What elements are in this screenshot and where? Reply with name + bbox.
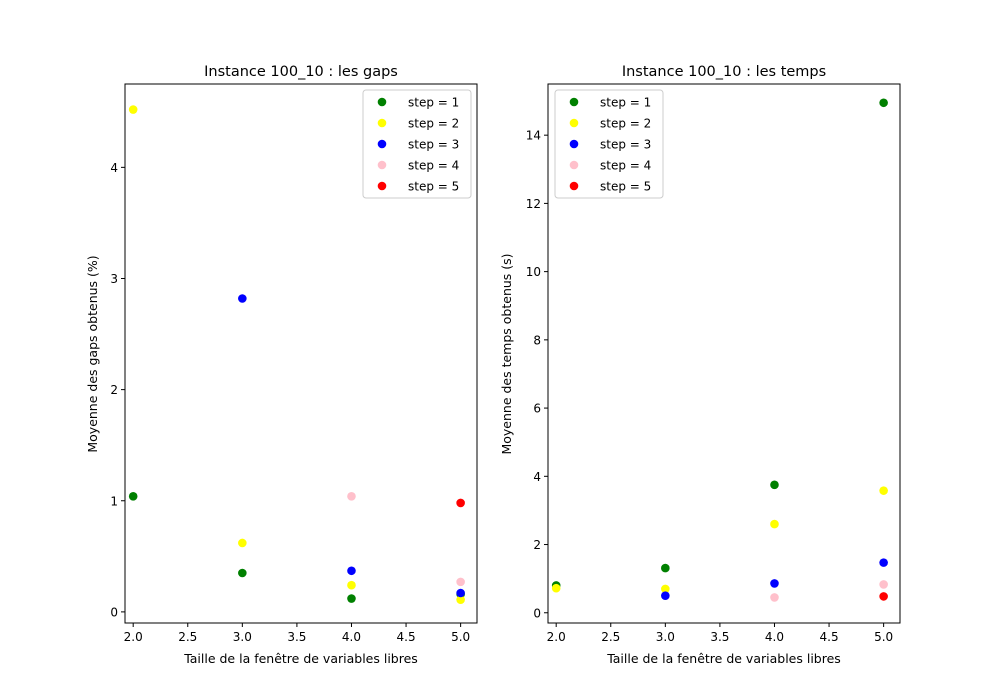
data-point-step-2 xyxy=(128,105,138,114)
legend: step = 1 step = 2 step = 3 step = 4 step = 5 xyxy=(554,89,664,199)
data-point-step-4 xyxy=(770,593,779,602)
data-point-step-4 xyxy=(456,577,465,587)
x-tick-label: 2.0 xyxy=(124,630,143,644)
legend-marker-step-4 xyxy=(569,160,579,170)
legend-box xyxy=(362,89,472,199)
legend-marker-step-4 xyxy=(377,160,387,170)
data-point-step-3 xyxy=(770,579,779,588)
marker-layer xyxy=(128,105,465,604)
legend-marker-step-3 xyxy=(569,139,579,149)
data-point-step-2 xyxy=(347,580,356,590)
x-tick-label: 2.0 xyxy=(547,630,566,644)
data-point-step-2 xyxy=(879,486,888,495)
y-tick-label: 4 xyxy=(110,161,118,175)
data-point-step-2 xyxy=(551,583,561,593)
x-tick-label: 4.5 xyxy=(397,630,416,644)
marker-layer xyxy=(551,98,888,602)
x-tick-label: 3.0 xyxy=(656,630,675,644)
data-point-step-3 xyxy=(879,558,888,567)
data-point-step-5 xyxy=(456,498,465,508)
data-point-step-1 xyxy=(238,568,247,578)
chart-title: Instance 100_10 : les gaps xyxy=(204,64,398,80)
y-tick-label: 10 xyxy=(526,265,541,279)
data-point-step-1 xyxy=(347,594,356,603)
legend-box xyxy=(554,89,664,199)
legend-label-step-2: step = 2 xyxy=(600,117,651,131)
data-point-step-1 xyxy=(879,98,888,108)
x-axis-label: Taille de la fenêtre de variables libres xyxy=(183,651,418,666)
data-point-step-3 xyxy=(456,588,465,598)
y-tick-label: 2 xyxy=(110,383,118,397)
x-tick-label: 3.5 xyxy=(710,630,729,644)
legend-label-step-5: step = 5 xyxy=(600,180,651,194)
legend-label-step-4: step = 4 xyxy=(600,159,651,173)
y-axis-label: Moyenne des temps obtenus (s) xyxy=(499,253,514,454)
x-tick-label: 5.0 xyxy=(451,630,470,644)
data-point-step-2 xyxy=(770,519,779,529)
legend-label-step-1: step = 1 xyxy=(600,96,651,110)
legend-label-step-2: step = 2 xyxy=(408,117,459,131)
x-tick-label: 3.5 xyxy=(287,630,306,644)
y-tick-label: 2 xyxy=(533,538,541,552)
data-point-step-3 xyxy=(238,294,247,303)
legend-marker-step-1 xyxy=(569,97,579,107)
x-axis-label: Taille de la fenêtre de variables libres xyxy=(606,651,841,666)
data-point-step-3 xyxy=(347,566,356,576)
tick-layer: 2.0 2.5 3.0 3.5 4.0 4.5 5.0 0 2 4 6 8 10 12 14 xyxy=(526,129,893,644)
data-point-step-3 xyxy=(661,591,670,601)
x-tick-label: 4.5 xyxy=(820,630,839,644)
legend-label-step-5: step = 5 xyxy=(408,180,459,194)
y-tick-label: 3 xyxy=(110,272,118,286)
legend-marker-step-5 xyxy=(377,181,387,191)
plot-frame xyxy=(124,83,478,624)
y-tick-label: 12 xyxy=(526,197,541,211)
x-tick-label: 5.0 xyxy=(874,630,893,644)
y-tick-label: 14 xyxy=(526,129,541,143)
data-point-step-1 xyxy=(128,492,138,501)
legend: step = 1 step = 2 step = 3 step = 4 step = 5 xyxy=(362,89,472,199)
legend-label-step-3: step = 3 xyxy=(600,138,651,152)
x-tick-label: 4.0 xyxy=(765,630,784,644)
data-point-step-2 xyxy=(238,538,247,548)
chart-gaps: Instance 100_10 : les gaps Taille de la … xyxy=(85,64,478,666)
x-tick-label: 4.0 xyxy=(342,630,361,644)
data-point-step-1 xyxy=(661,563,670,573)
y-tick-label: 0 xyxy=(533,606,541,620)
data-point-step-2 xyxy=(661,584,670,594)
legend-label-step-3: step = 3 xyxy=(408,138,459,152)
x-tick-label: 2.5 xyxy=(178,630,197,644)
legend-marker-step-2 xyxy=(377,118,387,128)
tick-layer: 2.0 2.5 3.0 3.5 4.0 4.5 5.0 0 1 2 3 4 xyxy=(110,161,470,644)
y-tick-label: 4 xyxy=(533,470,541,484)
data-point-step-4 xyxy=(347,492,356,501)
x-tick-label: 2.5 xyxy=(601,630,620,644)
chart-temps: Instance 100_10 : les temps Taille de la… xyxy=(499,64,901,666)
x-tick-label: 3.0 xyxy=(233,630,252,644)
legend-marker-step-2 xyxy=(569,118,579,128)
y-tick-label: 0 xyxy=(110,605,118,619)
legend-label-step-1: step = 1 xyxy=(408,96,459,110)
data-point-step-1 xyxy=(770,480,779,490)
y-tick-label: 1 xyxy=(110,494,118,508)
chart-title: Instance 100_10 : les temps xyxy=(622,64,826,80)
y-tick-label: 6 xyxy=(533,402,541,416)
legend-marker-step-1 xyxy=(377,97,387,107)
legend-label-step-4: step = 4 xyxy=(408,159,459,173)
data-point-step-5 xyxy=(879,592,888,601)
y-axis-label: Moyenne des gaps obtenus (%) xyxy=(85,255,100,452)
plot-frame xyxy=(547,83,901,624)
legend-marker-step-5 xyxy=(569,181,579,191)
legend-marker-step-3 xyxy=(377,139,387,149)
data-point-step-4 xyxy=(879,580,888,589)
y-tick-label: 8 xyxy=(533,333,541,347)
data-point-step-2 xyxy=(456,595,465,604)
